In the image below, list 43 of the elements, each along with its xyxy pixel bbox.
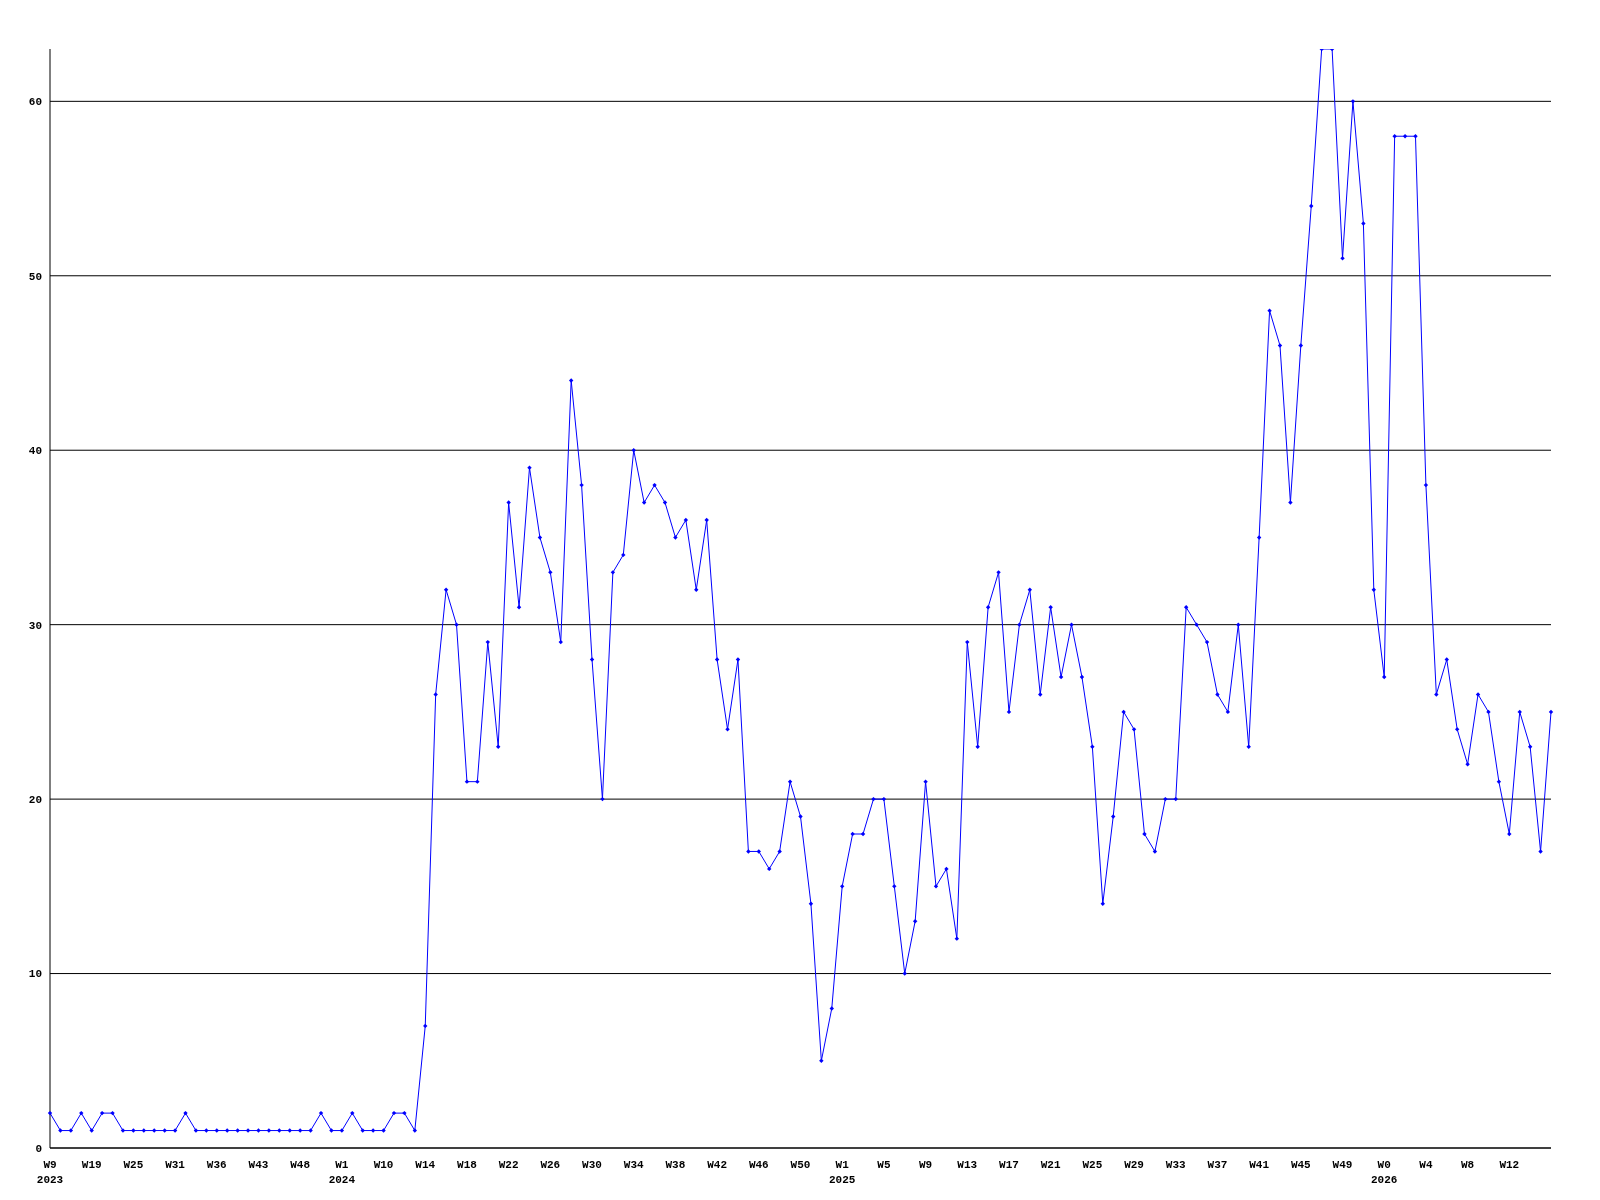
x-tick-label: W8 <box>1461 1159 1475 1171</box>
x-tick-label: W25 <box>123 1159 144 1171</box>
x-tick-label: W25 <box>1082 1159 1103 1171</box>
x-tick-label: W50 <box>790 1159 811 1171</box>
x-tick-label: W22 <box>498 1159 519 1171</box>
x-tick-label: W45 <box>1290 1159 1312 1171</box>
x-tick-label: W26 <box>540 1159 561 1171</box>
x-tick-label: W14 <box>415 1159 436 1171</box>
x-tick-label: W17 <box>999 1159 1019 1171</box>
y-tick-label: 50 <box>28 270 42 283</box>
y-tick-label: 0 <box>35 1142 42 1155</box>
x-tick-label: W31 <box>165 1159 186 1171</box>
x-tick-label: W30 <box>582 1159 602 1171</box>
x-tick-label: W46 <box>748 1159 769 1171</box>
x-tick-label: W1 2024 <box>328 1159 356 1186</box>
x-tick-label: W37 <box>1207 1159 1228 1171</box>
x-tick-label: W0 2026 <box>1371 1159 1398 1186</box>
x-tick-label: W38 <box>665 1159 686 1171</box>
x-tick-label: W13 <box>957 1159 978 1171</box>
y-tick-label: 40 <box>28 445 42 458</box>
x-tick-label: W5 <box>877 1159 891 1171</box>
x-tick-label: W42 <box>707 1159 728 1171</box>
x-tick-label: W12 <box>1499 1159 1520 1171</box>
x-tick-label: W18 <box>457 1159 478 1171</box>
y-tick-label: 10 <box>28 968 42 981</box>
x-tick-label: W29 <box>1124 1159 1144 1171</box>
x-tick-label: W21 <box>1040 1159 1061 1171</box>
x-tick-label: W48 <box>290 1159 311 1171</box>
y-tick-label: 60 <box>28 96 42 109</box>
y-tick-label: 20 <box>28 794 42 807</box>
x-tick-label: W41 <box>1249 1159 1270 1171</box>
x-tick-label: W9 <box>918 1159 933 1171</box>
x-tick-label: W34 <box>623 1159 645 1171</box>
x-tick-label: W9 2023 <box>36 1159 64 1186</box>
x-tick-label: W33 <box>1165 1159 1187 1171</box>
x-tick-label: W4 <box>1419 1159 1433 1171</box>
x-tick-label: W1 2025 <box>828 1159 856 1186</box>
x-tick-label: W19 <box>81 1159 102 1171</box>
x-tick-label: W43 <box>248 1159 269 1171</box>
x-tick-label: W49 <box>1332 1159 1353 1171</box>
x-tick-label: W36 <box>206 1159 227 1171</box>
x-tick-label: W10 <box>373 1159 394 1171</box>
y-tick-label: 30 <box>28 619 42 632</box>
